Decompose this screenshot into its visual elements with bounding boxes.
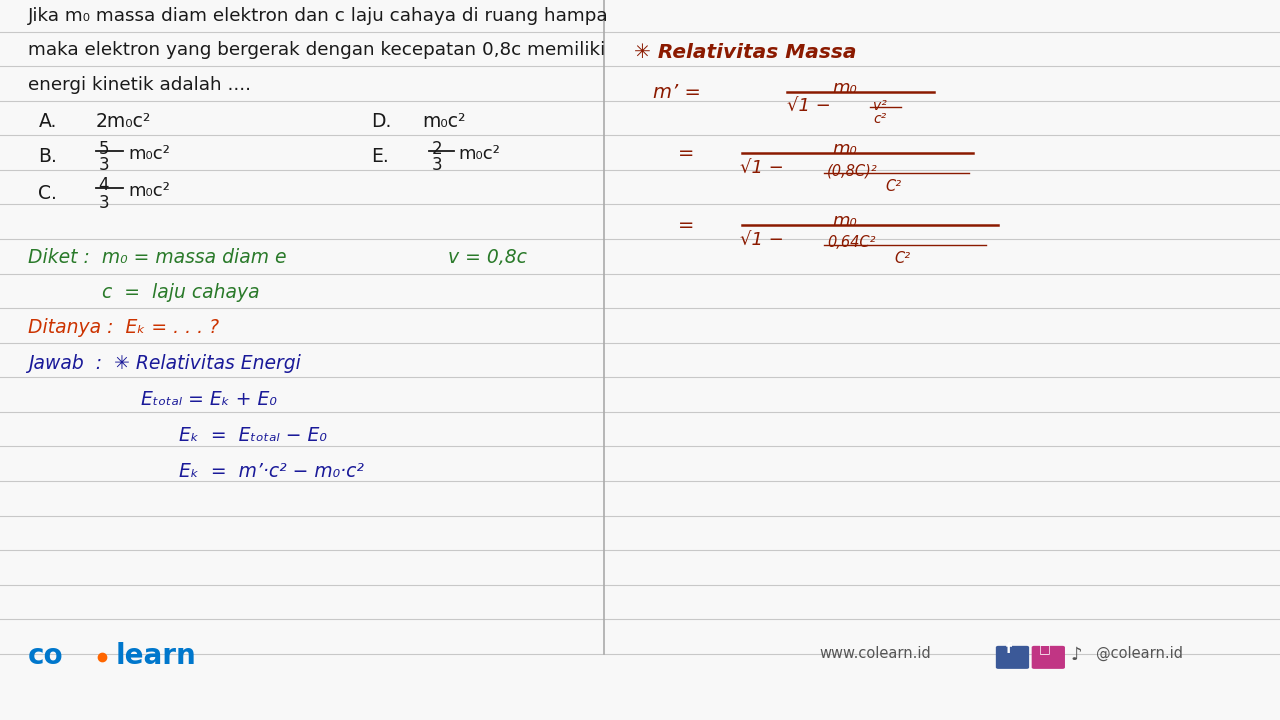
Text: (0,8C)²: (0,8C)² [827,163,878,179]
Text: v = 0,8c: v = 0,8c [448,248,527,267]
Text: Eₜₒₜₐₗ = Eₖ + E₀: Eₜₒₜₐₗ = Eₖ + E₀ [141,390,276,409]
Text: A.: A. [38,112,56,130]
Text: □: □ [1039,642,1051,655]
Text: 3: 3 [431,156,442,174]
Text: Eₖ  =  Eₜₒₜₐₗ − E₀: Eₖ = Eₜₒₜₐₗ − E₀ [179,426,328,445]
Text: 4: 4 [99,176,109,194]
Text: =: = [678,144,695,163]
Text: D.: D. [371,112,392,130]
Text: ♪: ♪ [1070,646,1082,664]
Text: Ditanya :  Eₖ = . . . ?: Ditanya : Eₖ = . . . ? [28,318,219,337]
Text: 2: 2 [431,140,442,158]
Text: B.: B. [38,147,58,166]
Text: C²: C² [886,179,902,194]
Text: @colearn.id: @colearn.id [1096,646,1183,661]
Text: √1 −: √1 − [740,231,783,249]
FancyBboxPatch shape [996,646,1029,669]
Text: ✳ Relativitas Massa: ✳ Relativitas Massa [634,43,856,62]
Text: www.colearn.id: www.colearn.id [819,646,931,661]
Text: v²: v² [873,99,887,113]
Text: 2m₀c²: 2m₀c² [96,112,151,130]
Text: m₀: m₀ [832,212,856,230]
Text: 3: 3 [99,194,109,212]
Text: √1 −: √1 − [740,159,783,177]
Text: m₀c²: m₀c² [422,112,466,130]
Text: m₀: m₀ [832,140,856,158]
Text: m₀c²: m₀c² [128,182,170,200]
Text: C.: C. [38,184,58,202]
Text: Diket :  m₀ = massa diam e: Diket : m₀ = massa diam e [28,248,287,267]
Text: Eₖ  =  m’·c² − m₀·c²: Eₖ = m’·c² − m₀·c² [179,462,364,481]
Text: c  =  laju cahaya: c = laju cahaya [102,283,260,302]
Text: co: co [28,642,64,670]
Text: m₀: m₀ [832,79,856,97]
Text: Jawab  :  ✳ Relativitas Energi: Jawab : ✳ Relativitas Energi [28,354,301,373]
Text: =: = [678,216,695,235]
Text: c²: c² [873,112,886,126]
Text: C²: C² [895,251,911,266]
Text: Jika m₀ massa diam elektron dan c laju cahaya di ruang hampa: Jika m₀ massa diam elektron dan c laju c… [28,7,609,25]
Text: 0,64C²: 0,64C² [827,235,876,251]
Text: E.: E. [371,147,389,166]
Text: energi kinetik adalah ....: energi kinetik adalah .... [28,76,251,94]
Text: maka elektron yang bergerak dengan kecepatan 0,8c memiliki: maka elektron yang bergerak dengan kecep… [28,41,605,59]
Text: 3: 3 [99,156,109,174]
Text: m₀c²: m₀c² [128,145,170,163]
Text: learn: learn [115,642,196,670]
FancyBboxPatch shape [1032,646,1065,669]
Text: 5: 5 [99,140,109,158]
Text: m’ =: m’ = [653,83,700,102]
Text: m₀c²: m₀c² [458,145,500,163]
Text: √1 −: √1 − [787,97,831,115]
Text: f: f [1006,642,1012,656]
